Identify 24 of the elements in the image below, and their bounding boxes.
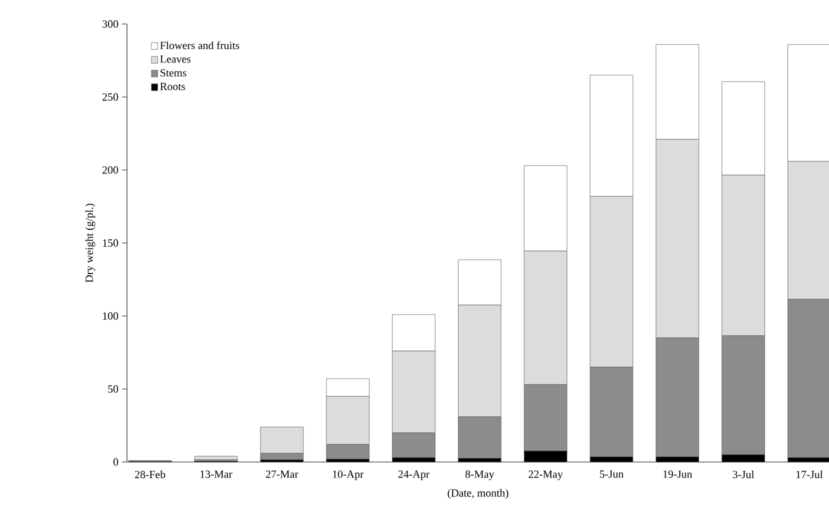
y-tick-label: 100: [103, 312, 118, 320]
x-tick-label: 5-Jun: [600, 470, 624, 478]
x-tick-label: 27-Mar: [266, 470, 298, 478]
y-tick-label: 300: [102, 20, 118, 28]
y-tick-label: 50: [108, 385, 118, 393]
x-axis-title: (Date, month): [448, 488, 508, 499]
y-tick-label: 200: [102, 166, 118, 174]
x-tick-label: 24-Apr: [398, 470, 430, 480]
x-tick-label: 3-Jul: [732, 470, 754, 478]
y-axis-title: Dry weight (g/pl.): [85, 204, 96, 282]
legend-label: Flowers and fruits: [160, 41, 240, 50]
legend-label: Stems: [160, 69, 186, 77]
y-tick-label: 0: [113, 458, 118, 466]
x-tick-label: 17-Jul: [796, 470, 823, 478]
x-tick-label: 19-Jun: [663, 470, 692, 478]
y-tick-label: 250: [102, 93, 118, 101]
legend-label: Roots: [160, 82, 186, 90]
x-tick-label: 28-Feb: [135, 470, 166, 478]
x-tick-label: 13-Mar: [200, 470, 232, 478]
x-tick-label: 22-May: [528, 470, 563, 480]
x-tick-label: 10-Apr: [332, 470, 364, 480]
y-tick-label: 150: [103, 239, 118, 247]
x-tick-label: 8-May: [465, 470, 494, 480]
legend-label: Leaves: [160, 56, 191, 63]
